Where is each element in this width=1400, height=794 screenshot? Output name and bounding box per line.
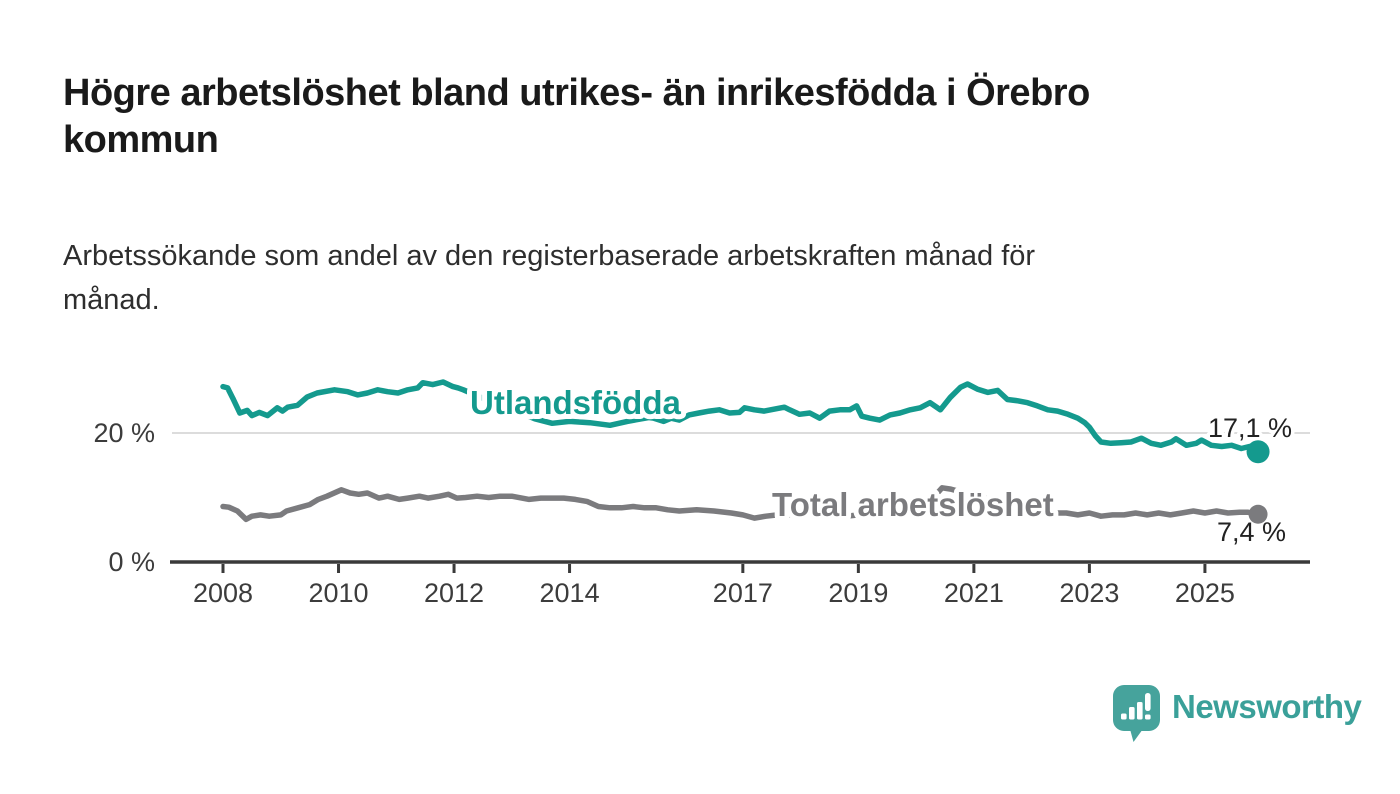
- x-tick-label-2017: 2017: [713, 578, 773, 608]
- x-tick-label-2021: 2021: [944, 578, 1004, 608]
- end-dot-total: [1248, 504, 1268, 524]
- logo-speech-bubble: [1113, 685, 1160, 742]
- x-tick-label-2023: 2023: [1059, 578, 1119, 608]
- newsworthy-logo-text: Newsworthy: [1172, 688, 1362, 725]
- y-tick-label-20: 20 %: [93, 418, 155, 448]
- chart-subtitle-line2: månad.: [63, 284, 160, 316]
- series-label-utlandsfodda: Utlandsfödda: [470, 384, 681, 421]
- series-line-utlandsfodda: [220, 379, 1261, 455]
- series-line-total: [220, 485, 1261, 523]
- x-tick-label-2025: 2025: [1175, 578, 1235, 608]
- x-tick-label-2010: 2010: [308, 578, 368, 608]
- newsworthy-logo: Newsworthy: [1112, 684, 1362, 743]
- page-title-line2: kommun: [63, 119, 219, 161]
- x-tick-label-2019: 2019: [828, 578, 888, 608]
- newsworthy-logo-icon: [1113, 685, 1160, 742]
- x-tick-label-2012: 2012: [424, 578, 484, 608]
- logo-bars-icon: [1121, 693, 1151, 720]
- x-tick-label-2014: 2014: [540, 578, 600, 608]
- chart-subtitle: Arbetssökande som andel av den registerb…: [63, 234, 1303, 322]
- end-value-label-utlandsfodda: 17,1 %: [1208, 413, 1292, 443]
- chart-subtitle-line1: Arbetssökande som andel av den registerb…: [63, 240, 1036, 272]
- series-label-total-arbetsloshet: Total arbetslöshet: [772, 486, 1054, 523]
- x-tick-label-2008: 2008: [193, 578, 253, 608]
- y-tick-label-0: 0 %: [108, 547, 155, 577]
- end-dot-utlandsfodda: [1246, 440, 1270, 464]
- page-title-line1: Högre arbetslöshet bland utrikes- än inr…: [63, 72, 1090, 114]
- page-title: Högre arbetslöshet bland utrikes- än inr…: [63, 70, 1353, 164]
- end-value-label-total: 7,4 %: [1217, 517, 1286, 547]
